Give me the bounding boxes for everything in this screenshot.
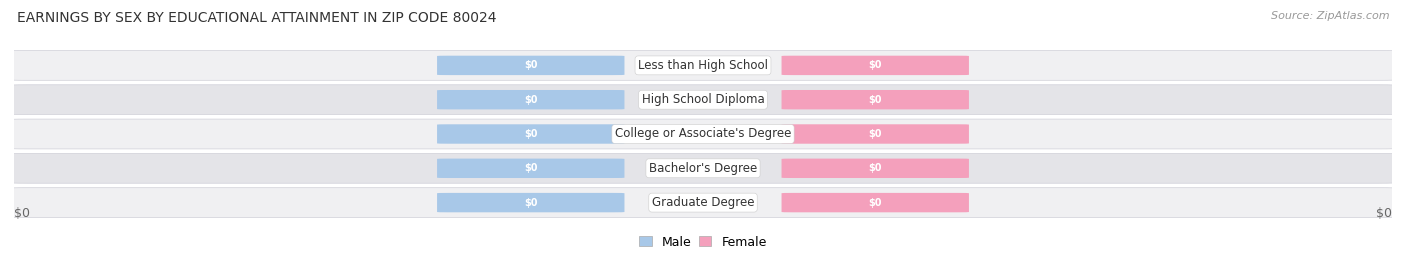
Text: $0: $0	[524, 60, 537, 70]
Text: Bachelor's Degree: Bachelor's Degree	[650, 162, 756, 175]
Text: EARNINGS BY SEX BY EDUCATIONAL ATTAINMENT IN ZIP CODE 80024: EARNINGS BY SEX BY EDUCATIONAL ATTAINMEN…	[17, 11, 496, 25]
FancyBboxPatch shape	[7, 50, 1399, 80]
Text: $0: $0	[869, 129, 882, 139]
FancyBboxPatch shape	[437, 159, 624, 178]
Text: $0: $0	[869, 95, 882, 105]
FancyBboxPatch shape	[437, 56, 624, 75]
Text: $0: $0	[1376, 207, 1392, 220]
FancyBboxPatch shape	[782, 193, 969, 212]
Text: $0: $0	[524, 163, 537, 173]
FancyBboxPatch shape	[7, 85, 1399, 115]
Text: High School Diploma: High School Diploma	[641, 93, 765, 106]
Text: $0: $0	[869, 198, 882, 208]
FancyBboxPatch shape	[7, 119, 1399, 149]
FancyBboxPatch shape	[782, 90, 969, 109]
FancyBboxPatch shape	[437, 90, 624, 109]
Text: $0: $0	[524, 95, 537, 105]
Text: $0: $0	[524, 198, 537, 208]
FancyBboxPatch shape	[437, 124, 624, 144]
FancyBboxPatch shape	[437, 193, 624, 212]
Text: Graduate Degree: Graduate Degree	[652, 196, 754, 209]
FancyBboxPatch shape	[7, 153, 1399, 183]
FancyBboxPatch shape	[782, 56, 969, 75]
Text: $0: $0	[14, 207, 30, 220]
Text: Source: ZipAtlas.com: Source: ZipAtlas.com	[1271, 11, 1389, 21]
FancyBboxPatch shape	[7, 188, 1399, 218]
Text: $0: $0	[869, 163, 882, 173]
Text: Less than High School: Less than High School	[638, 59, 768, 72]
Text: College or Associate's Degree: College or Associate's Degree	[614, 128, 792, 140]
Text: $0: $0	[524, 129, 537, 139]
Legend: Male, Female: Male, Female	[637, 233, 769, 251]
FancyBboxPatch shape	[782, 124, 969, 144]
FancyBboxPatch shape	[782, 159, 969, 178]
Text: $0: $0	[869, 60, 882, 70]
